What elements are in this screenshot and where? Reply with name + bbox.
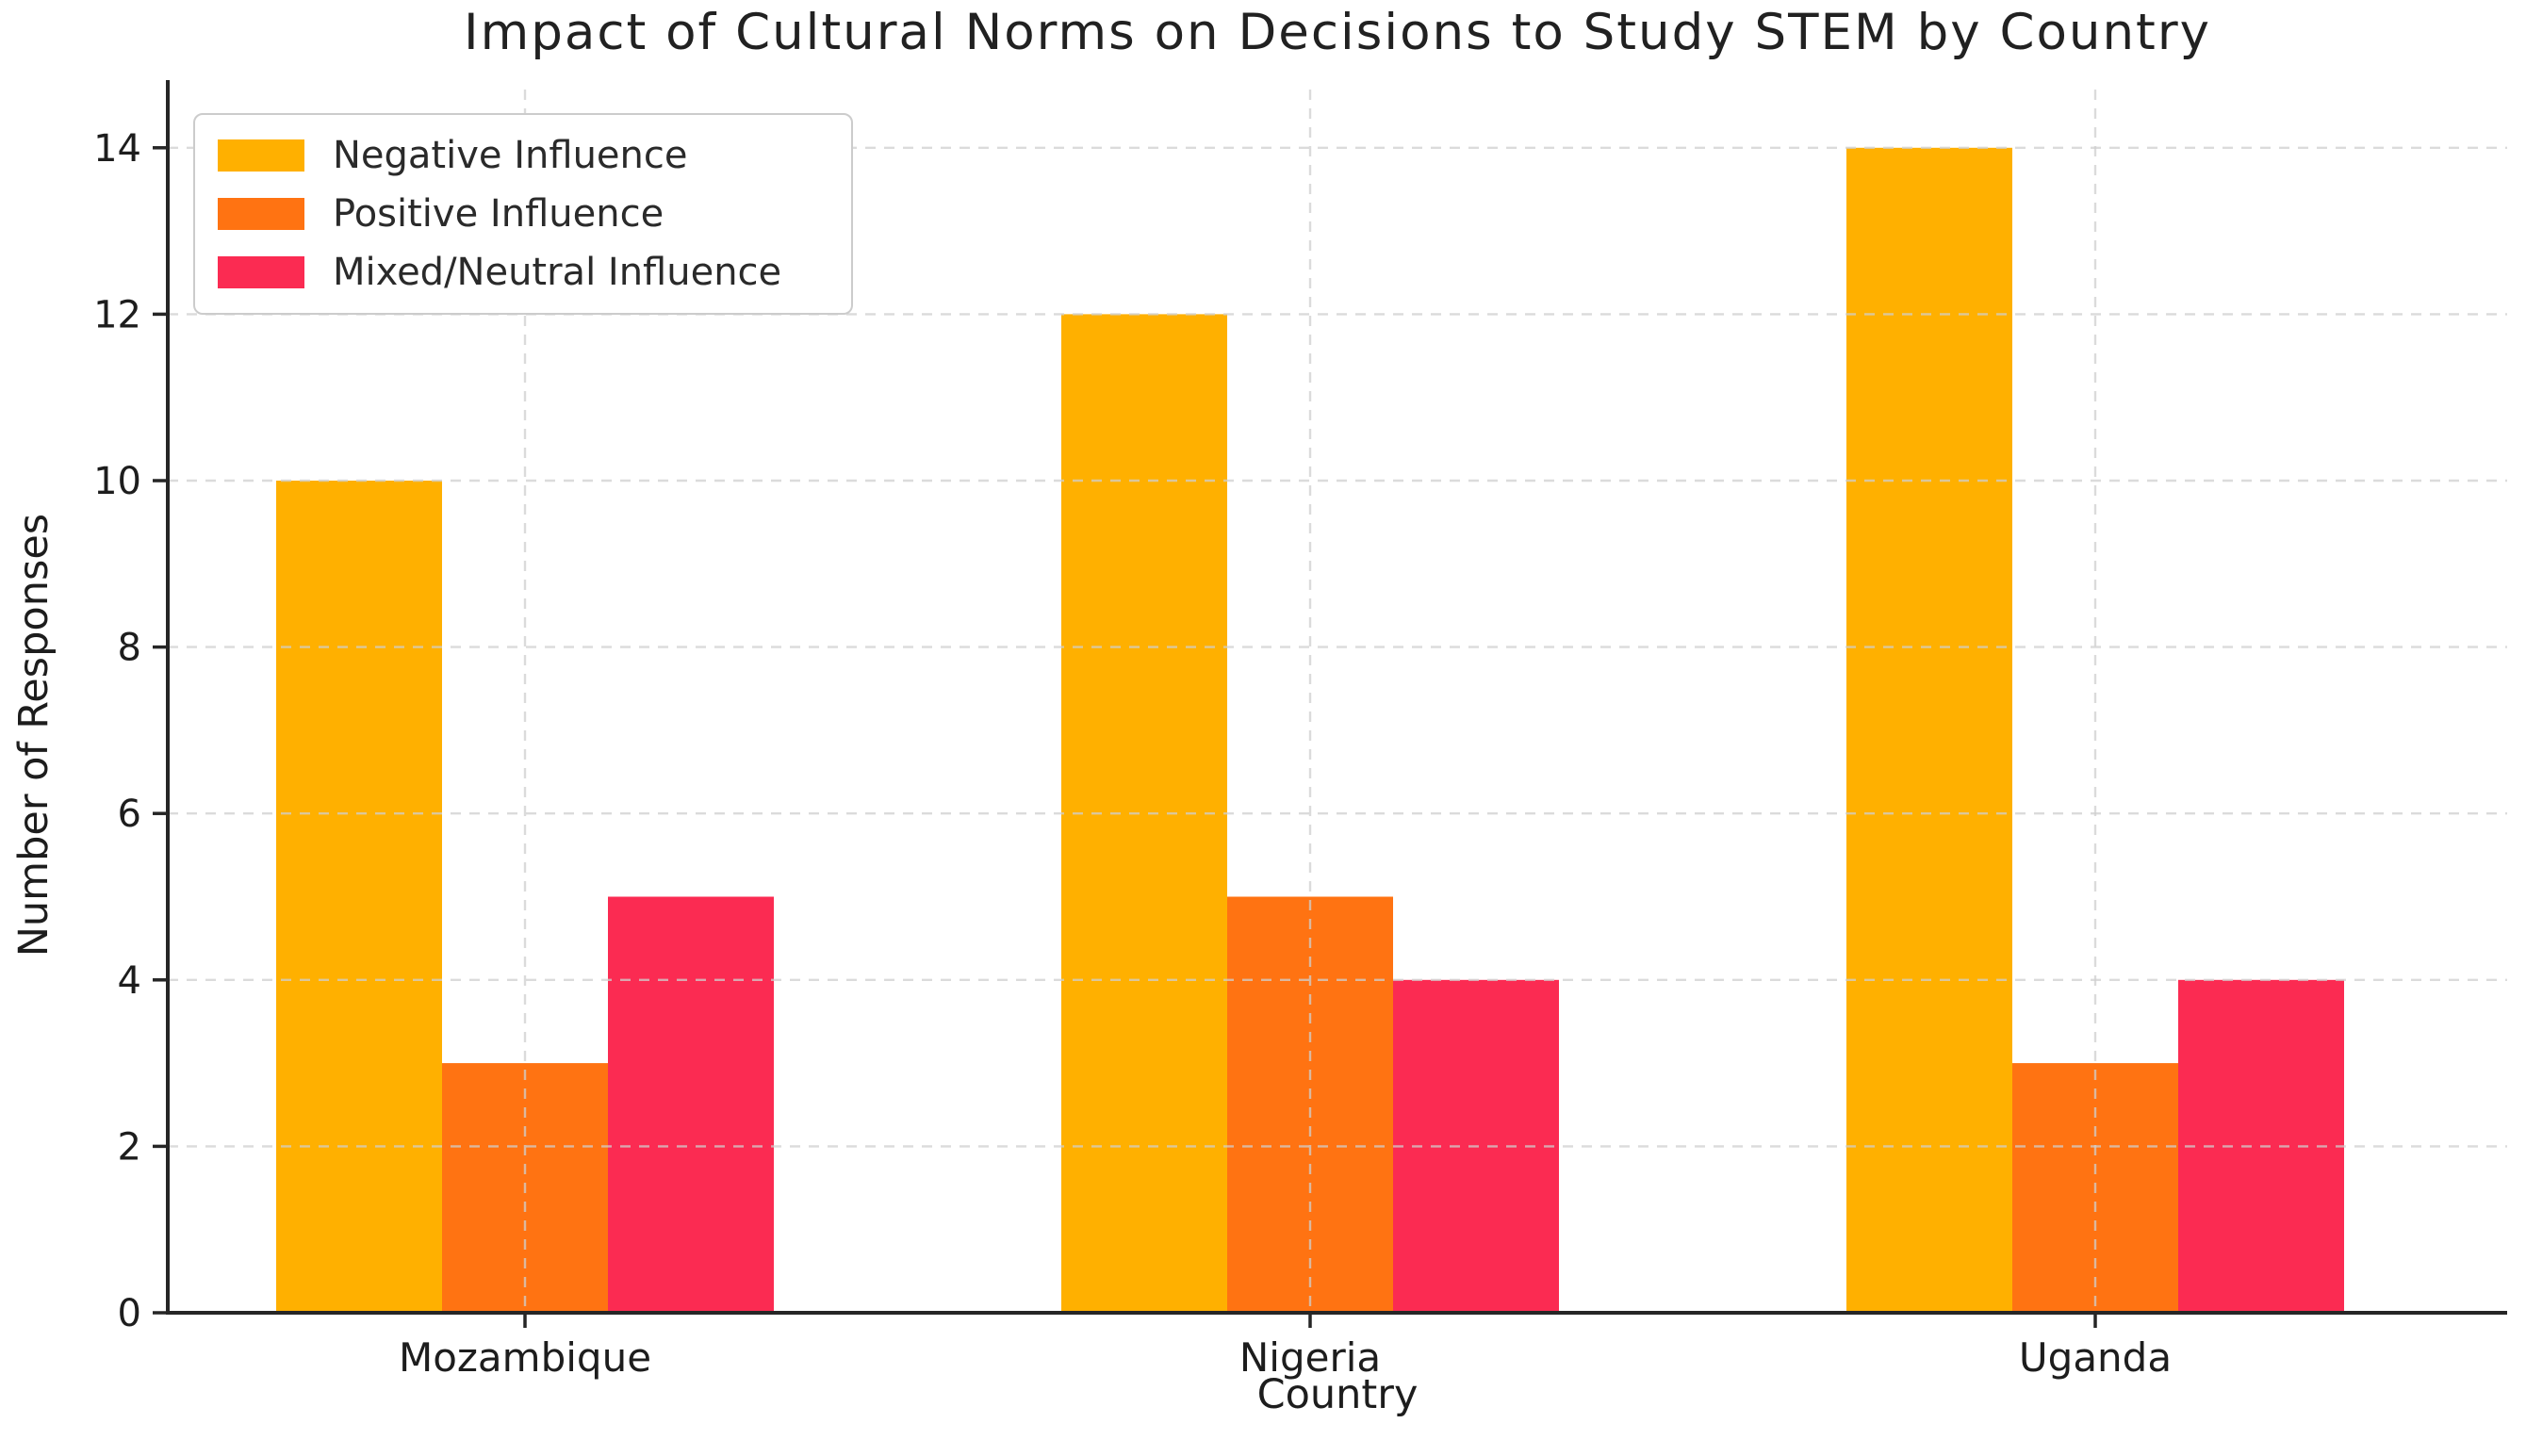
legend-item-1: Positive Influence [218, 192, 828, 236]
bar-mozambique-mixed/neutral [608, 896, 774, 1313]
legend: Negative Influence Positive Influence Mixe… [193, 113, 853, 315]
legend-swatch-0 [218, 139, 304, 172]
legend-label-0: Negative Influence [333, 134, 688, 177]
bar-mozambique-negative [276, 481, 442, 1313]
x-axis-label: Country [1256, 1371, 1419, 1418]
y-tick-label-8: 8 [118, 627, 141, 670]
y-tick-label-6: 6 [118, 793, 141, 836]
y-tick-label-2: 2 [118, 1125, 141, 1169]
legend-item-2: Mixed/Neutral Influence [218, 251, 828, 294]
legend-swatch-1 [218, 198, 304, 230]
bar-nigeria-negative [1061, 314, 1227, 1313]
y-tick-label-10: 10 [93, 460, 141, 503]
chart-title: Impact of Cultural Norms on Decisions to… [463, 4, 2211, 61]
y-tick-label-0: 0 [118, 1292, 141, 1335]
x-tick-label-nigeria: Nigeria [1239, 1334, 1381, 1381]
legend-item-0: Negative Influence [218, 134, 828, 177]
y-axis-label: Number of Responses [10, 513, 57, 957]
y-tick-label-12: 12 [93, 293, 141, 336]
legend-label-1: Positive Influence [333, 192, 664, 236]
legend-swatch-2 [218, 256, 304, 288]
x-tick-label-uganda: Uganda [2019, 1334, 2172, 1381]
y-tick-label-4: 4 [118, 959, 141, 1003]
bar-uganda-negative [1846, 147, 2012, 1313]
y-tick-label-14: 14 [93, 127, 141, 171]
x-tick-label-mozambique: Mozambique [399, 1334, 651, 1381]
legend-label-2: Mixed/Neutral Influence [333, 251, 782, 294]
